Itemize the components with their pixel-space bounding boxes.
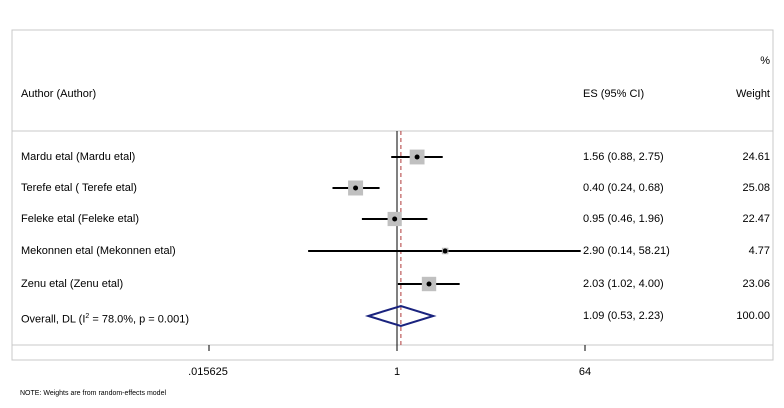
study-weight-text: 23.06 — [742, 278, 770, 290]
weight-percent-symbol: % — [760, 55, 770, 67]
footnote: NOTE: Weights are from random-effects mo… — [20, 390, 167, 397]
overall-label: Overall, DL (I2 = 78.0%, p = 0.001) — [21, 310, 189, 327]
author-column-header: Author (Author) — [21, 88, 97, 100]
study-label: Feleke etal (Feleke etal) — [21, 213, 139, 225]
study-weight-text: 4.77 — [748, 245, 770, 257]
x-tick-label: 64 — [578, 366, 592, 378]
study-weight-text: 25.08 — [742, 182, 770, 194]
point-estimate — [442, 248, 448, 254]
study-label: Terefe etal ( Terefe etal) — [21, 182, 137, 194]
point-estimate — [414, 154, 420, 160]
es-column-header: ES (95% CI) — [583, 88, 645, 100]
weight-column-header: Weight — [735, 88, 770, 100]
study-es-text: 2.90 (0.14, 58.21) — [583, 245, 670, 257]
overall-diamond — [364, 304, 437, 328]
x-tick-label: 1 — [393, 366, 401, 378]
overall-label-prefix: Overall, DL (I — [21, 313, 86, 326]
study-label: Mardu etal (Mardu etal) — [21, 151, 136, 163]
study-es-text: 2.03 (1.02, 4.00) — [583, 278, 664, 290]
study-es-text: 0.40 (0.24, 0.68) — [583, 182, 664, 194]
overall-label-suffix: = 78.0%, p = 0.001) — [89, 313, 189, 326]
point-estimate — [353, 185, 359, 191]
study-label: Mekonnen etal (Mekonnen etal) — [21, 245, 176, 257]
overall-es-text: 1.09 (0.53, 2.23) — [583, 310, 664, 322]
study-label: Zenu etal (Zenu etal) — [21, 278, 124, 290]
point-estimate — [392, 216, 398, 222]
study-weight-text: 24.61 — [742, 151, 770, 163]
overall-label-superscript: 2 — [85, 313, 90, 320]
study-es-text: 1.56 (0.88, 2.75) — [583, 151, 664, 163]
x-tick-label: .015625 — [188, 366, 228, 378]
plot-frame — [11, 29, 774, 361]
point-estimate — [426, 281, 432, 287]
overall-weight-text: 100.00 — [736, 310, 770, 322]
study-es-text: 0.95 (0.46, 1.96) — [583, 213, 664, 225]
study-weight-text: 22.47 — [742, 213, 770, 225]
